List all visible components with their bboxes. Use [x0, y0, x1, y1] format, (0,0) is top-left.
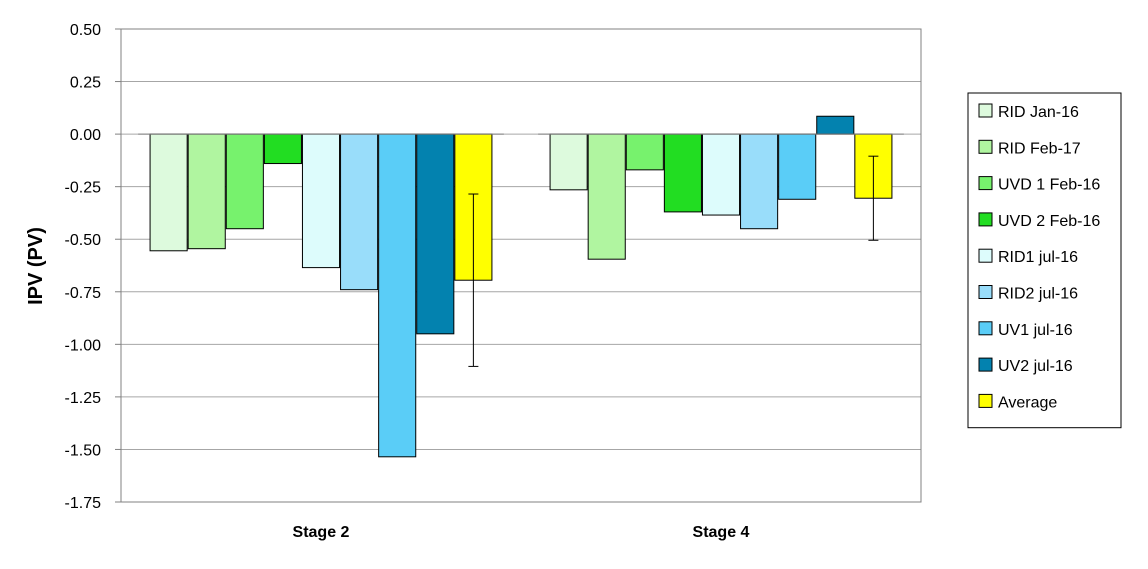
y-tick-label: -0.75: [65, 285, 102, 302]
legend-label: UV1 jul-16: [998, 322, 1073, 339]
bar: [187, 133, 226, 250]
y-tick-label: -0.25: [65, 180, 102, 197]
y-tick-label: -1.25: [65, 390, 102, 407]
bar: [263, 133, 302, 165]
axes: 0.50 0.25 0.00 -0.25 -0.50 -0.75 -1.00 -1.25 -1.…: [65, 22, 922, 541]
plot-frame: [120, 28, 922, 503]
y-axis-label: IPV (PV): [25, 227, 47, 305]
legend-swatch: [978, 103, 993, 118]
y-tick-label: -1.00: [65, 337, 102, 354]
legend-label: RID1 jul-16: [998, 249, 1078, 266]
legend-label: UV2 jul-16: [998, 358, 1073, 375]
bar: [625, 133, 664, 171]
legend-label: Average: [998, 394, 1057, 411]
legend-swatch: [978, 139, 993, 154]
bar: [340, 133, 379, 291]
legend-swatch: [978, 285, 993, 299]
y-tick-label: -1.75: [65, 495, 102, 512]
legend-swatch: [978, 321, 993, 336]
legend-swatch: [978, 176, 993, 191]
bar: [816, 115, 855, 135]
bar: [663, 133, 702, 213]
legend: RID Jan-16 RID Feb-17 UVD 1 Feb-16 UVD 2 Fe…: [967, 92, 1122, 429]
x-category-label: Stage 4: [693, 524, 750, 541]
bar: [701, 133, 741, 216]
bars: [138, 115, 904, 458]
legend-label: RID Jan-16: [998, 104, 1079, 121]
legend-swatch: [978, 212, 993, 227]
legend-box: [967, 92, 1122, 429]
bar: [740, 133, 779, 230]
gridlines: [121, 28, 921, 503]
bar: [587, 133, 626, 260]
bar: [301, 133, 341, 269]
bar: [778, 133, 817, 200]
y-tick-label: -1.50: [65, 442, 102, 459]
bar: [378, 133, 417, 458]
legend-swatch: [978, 248, 993, 263]
legend-label: RID Feb-17: [998, 140, 1081, 157]
legend-swatch: [978, 357, 993, 372]
bar: [149, 133, 188, 252]
legend-label: UVD 1 Feb-16: [998, 177, 1100, 194]
legend-swatch: [978, 393, 993, 408]
y-tick-label: -0.50: [65, 232, 102, 249]
legend-label: UVD 2 Feb-16: [998, 213, 1100, 230]
bar: [225, 133, 264, 230]
y-tick-label: 0.50: [70, 22, 101, 39]
y-tick-label: 0.00: [70, 127, 101, 144]
plot-area: [121, 29, 921, 502]
y-tick-label: 0.25: [70, 75, 101, 92]
legend-label: RID2 jul-16: [998, 286, 1078, 303]
bar: [416, 133, 455, 335]
x-category-label: Stage 2: [293, 524, 350, 541]
bar: [549, 133, 588, 191]
